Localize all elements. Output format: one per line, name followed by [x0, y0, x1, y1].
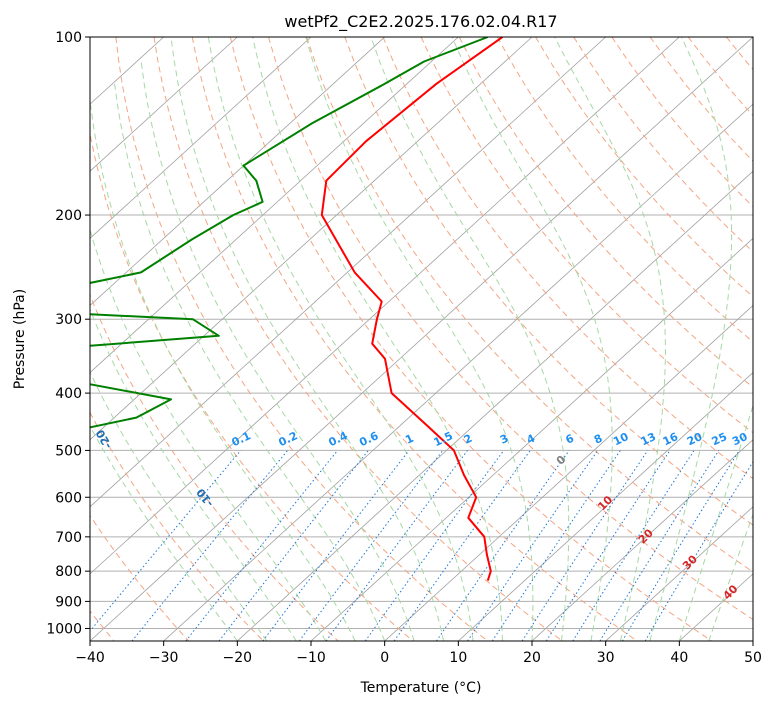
- mixing-ratio-line-0.1: [82, 450, 241, 641]
- dry-adiabat-40: [230, 37, 711, 641]
- isotherm--110: [0, 37, 237, 641]
- mixing-ratio-label: 3: [498, 432, 510, 447]
- moist-adiabat-label: 10: [595, 493, 615, 513]
- chart-title: wetPf2_C2E2.2025.176.02.04.R17: [284, 12, 557, 32]
- x-tick-label: 40: [670, 650, 688, 666]
- isotherm--60: [0, 37, 606, 641]
- moist-adiabat--20: [11, 188, 238, 641]
- dry-adiabat--20: [1, 37, 263, 641]
- mixing-ratio-line-16: [546, 450, 670, 641]
- y-tick-label: 500: [55, 443, 82, 459]
- moist-adiabat-28: [452, 37, 612, 641]
- isotherm--50: [16, 37, 679, 641]
- dry-adiabat-180: [765, 37, 775, 641]
- moist-adiabat-32: [555, 37, 666, 641]
- grid-layer: [0, 37, 775, 641]
- y-tick-label: 600: [55, 490, 82, 506]
- mixing-ratio-label: 25: [710, 430, 729, 448]
- moist-adiabat-36: [650, 37, 732, 641]
- moist-adiabat-12: [208, 37, 473, 641]
- dry-adiabat-170: [726, 37, 775, 641]
- mixing-ratio-line-0.6: [219, 450, 368, 641]
- y-tick-label: 400: [55, 386, 82, 402]
- dry-adiabat-150: [650, 37, 775, 641]
- y-tick-label: 300: [55, 312, 82, 328]
- isotherm--70: [0, 37, 532, 641]
- mixing-ratio-line-10: [492, 450, 620, 641]
- mixing-ratio-line-6: [436, 450, 569, 641]
- y-tick-label: 200: [55, 208, 82, 224]
- dry-adiabat-label: -10: [194, 486, 217, 510]
- mixing-ratio-label: 1: [403, 432, 415, 447]
- moist-adiabat-label: 0: [554, 453, 569, 468]
- y-tick-label: 800: [55, 564, 82, 580]
- mixing-ratio-label: 6: [564, 432, 577, 447]
- label-layer: -100-90-80-70-60-50-40-30-20-100.10.20.4…: [0, 26, 771, 602]
- isotherm--30: [164, 37, 775, 641]
- x-tick-label: −10: [296, 650, 326, 666]
- x-tick-label: −40: [75, 650, 105, 666]
- dry-adiabat-140: [612, 37, 775, 641]
- moist-adiabat-20: [306, 37, 533, 641]
- moist-adiabat-44: [709, 37, 775, 641]
- x-tick-label: 0: [380, 650, 389, 666]
- moist-adiabat-label: 30: [680, 552, 700, 572]
- mixing-ratio-label: 0.4: [327, 429, 350, 449]
- mixing-ratio-label: 0.1: [230, 429, 253, 449]
- mixing-ratio-line-20: [573, 450, 694, 641]
- dry-adiabat-110: [497, 37, 775, 641]
- mixing-ratio-label: 10: [611, 430, 631, 448]
- mixing-ratio-label: 8: [592, 432, 604, 447]
- mixing-ratio-label: 20: [685, 430, 705, 448]
- x-tick-label: −30: [149, 650, 179, 666]
- mixing-ratio-label: 2: [462, 432, 474, 447]
- dry-adiabat-label: -20: [93, 427, 114, 451]
- dry-adiabat-70: [345, 37, 775, 641]
- x-tick-label: 50: [744, 650, 762, 666]
- moist-adiabat-16: [253, 37, 503, 641]
- mixing-ratio-line-30: [622, 450, 739, 641]
- mixing-ratio-line-3: [365, 450, 503, 641]
- moist-adiabat--8: [71, 141, 326, 641]
- temperature-line: [322, 37, 503, 581]
- dry-adiabat-160: [688, 37, 775, 641]
- x-tick-label: 10: [449, 650, 467, 666]
- isotherm-50: [753, 37, 775, 641]
- mixing-ratio-line-2: [326, 450, 467, 641]
- y-tick-label: 900: [55, 594, 82, 610]
- mixing-ratio-label: 13: [639, 430, 658, 448]
- mixing-ratio-line-25: [600, 450, 719, 641]
- mixing-ratio-line-0.2: [132, 450, 288, 641]
- x-axis-title: Temperature (°C): [360, 680, 482, 696]
- mixing-ratio-line-8: [468, 450, 598, 641]
- moist-adiabat-24: [371, 37, 569, 641]
- x-tick-label: −20: [223, 650, 253, 666]
- dry-adiabat--30: [0, 37, 189, 641]
- x-tick-label: 20: [523, 650, 541, 666]
- y-tick-label: 700: [55, 530, 82, 546]
- mixing-ratio-label: 16: [661, 430, 681, 448]
- y-axis-title: Pressure (hPa): [12, 289, 28, 389]
- dry-adiabat-30: [192, 37, 637, 641]
- y-tick-label: 100: [55, 30, 82, 46]
- mixing-ratio-line-1: [263, 450, 409, 641]
- moist-adiabat-4: [141, 62, 414, 642]
- mixing-ratio-label: 36: [751, 430, 771, 448]
- isotherm--90: [0, 37, 385, 641]
- dry-adiabat-0: [78, 37, 413, 641]
- moist-adiabat-label: 40: [721, 582, 741, 602]
- isotherm--100: [0, 37, 311, 641]
- y-tick-label: 1000: [46, 621, 82, 637]
- x-tick-label: 30: [597, 650, 615, 666]
